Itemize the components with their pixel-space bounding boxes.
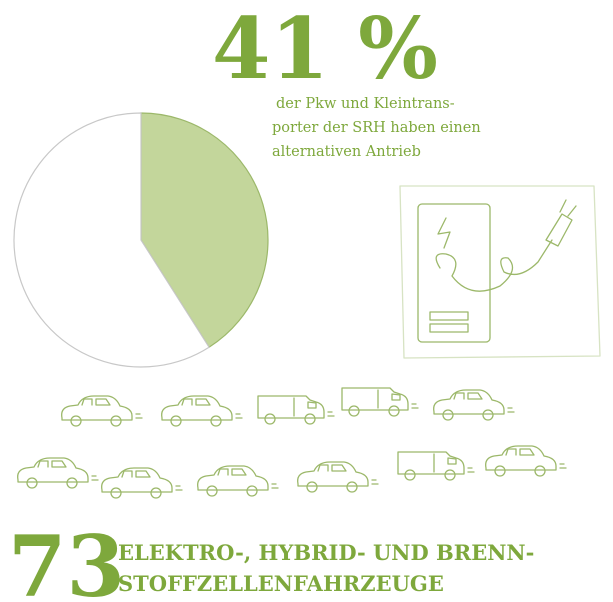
caption-line: alternativen Antrieb — [272, 144, 421, 160]
footer-title: ELEKTRO-, HYBRID- UND BRENN- — [118, 540, 534, 565]
footer-number: 73 — [8, 517, 125, 602]
infographic: 41 % der Pkw und Kleintrans-porter der S… — [0, 0, 613, 602]
vehicle-illustrations — [18, 388, 566, 498]
caption-line: porter der SRH haben einen — [272, 120, 481, 136]
caption: der Pkw und Kleintrans-porter der SRH ha… — [272, 96, 481, 160]
charger-illustration — [400, 186, 600, 358]
pie — [14, 113, 268, 367]
headline: 41 % — [212, 0, 438, 98]
caption-line: der Pkw und Kleintrans- — [276, 96, 455, 112]
footer-title: STOFFZELLENFAHRZEUGE — [118, 571, 444, 596]
